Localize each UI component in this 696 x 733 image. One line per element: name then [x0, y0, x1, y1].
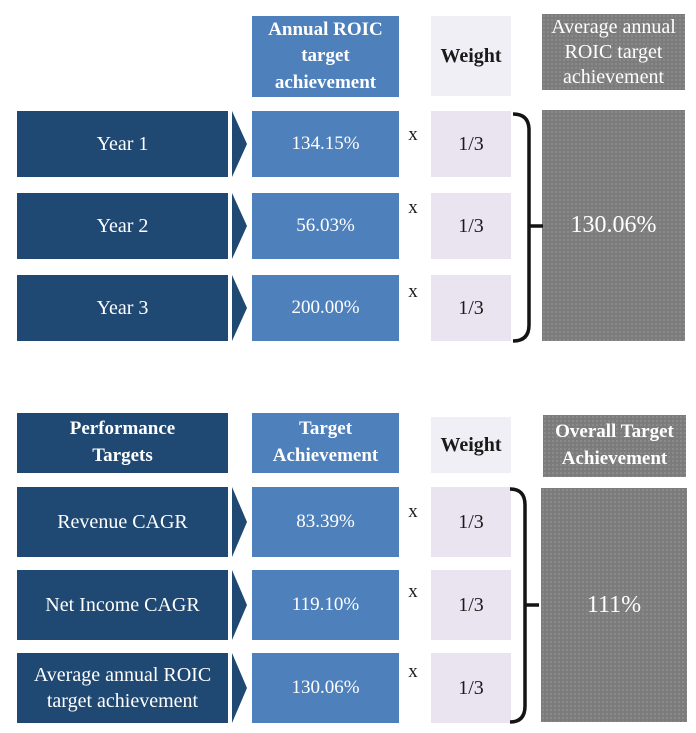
revenue-cagr-weight: 1/3: [431, 487, 511, 557]
net-income-cagr-label: Net Income CAGR: [17, 570, 228, 640]
year-2-label: Year 2: [17, 193, 228, 259]
target-achievement-header: Target Achievement: [252, 413, 399, 473]
multiply-sign: x: [408, 581, 418, 602]
overall-target-header: Overall Target Achievement: [543, 415, 686, 477]
arrow-right-icon: [232, 570, 247, 640]
year-1-value: 134.15%: [252, 111, 399, 177]
avg-roic-achievement-weight: 1/3: [431, 653, 511, 723]
net-income-cagr-value: 119.10%: [252, 570, 399, 640]
year-3-value: 200.00%: [252, 275, 399, 341]
avg-roic-achievement-value: 130.06%: [252, 653, 399, 723]
year-2-weight: 1/3: [431, 193, 511, 259]
weight-header-top: Weight: [431, 16, 511, 96]
multiply-sign: x: [408, 197, 418, 218]
multiply-sign: x: [408, 124, 418, 145]
top-brace-icon: [512, 112, 543, 343]
performance-targets-header: Performance Targets: [17, 413, 228, 473]
annual-roic-header: Annual ROIC target achievement: [252, 16, 399, 97]
multiply-sign: x: [408, 501, 418, 522]
revenue-cagr-label: Revenue CAGR: [17, 487, 228, 557]
avg-roic-achievement-label: Average annual ROIC target achievement: [17, 653, 228, 723]
arrow-right-icon: [232, 653, 247, 723]
year-3-weight: 1/3: [431, 275, 511, 341]
weight-header-bottom: Weight: [431, 417, 511, 473]
arrow-right-icon: [232, 275, 247, 341]
arrow-right-icon: [232, 193, 247, 259]
bottom-brace-icon: [509, 487, 539, 724]
average-roic-result: 130.06%: [542, 110, 685, 341]
average-roic-header: Average annual ROIC target achievement: [542, 14, 685, 90]
multiply-sign: x: [408, 281, 418, 302]
year-2-value: 56.03%: [252, 193, 399, 259]
revenue-cagr-value: 83.39%: [252, 487, 399, 557]
year-1-weight: 1/3: [431, 111, 511, 177]
year-3-label: Year 3: [17, 275, 228, 341]
year-1-label: Year 1: [17, 111, 228, 177]
arrow-right-icon: [232, 111, 247, 177]
multiply-sign: x: [408, 661, 418, 682]
arrow-right-icon: [232, 487, 247, 557]
overall-target-result: 111%: [541, 488, 687, 722]
net-income-cagr-weight: 1/3: [431, 570, 511, 640]
